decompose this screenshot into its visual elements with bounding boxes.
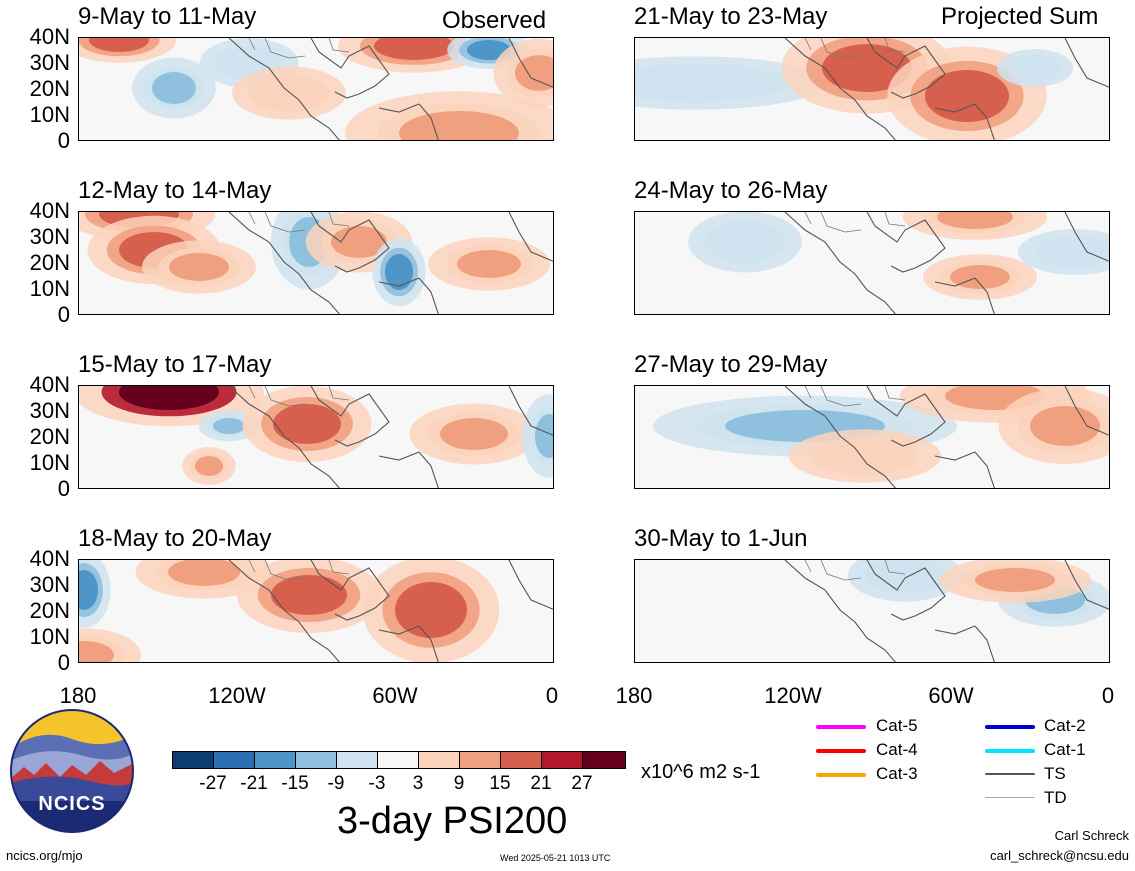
timestamp: Wed 2025-05-21 1013 UTC bbox=[500, 853, 611, 863]
legend-line-cat4 bbox=[816, 749, 866, 753]
colorbar-units: x10^6 m2 s-1 bbox=[641, 761, 761, 783]
colorbar-swatch bbox=[377, 751, 419, 769]
y-tick-label: 0 bbox=[57, 128, 70, 153]
colorbar-swatch bbox=[213, 751, 255, 769]
x-tick-label: 120W bbox=[764, 683, 822, 708]
projected-panel-title: 24-May to 26-May bbox=[634, 177, 828, 204]
logo-text: NCICS bbox=[38, 793, 106, 815]
y-tick-label: 40N bbox=[29, 546, 70, 571]
legend-label-cat5: Cat-5 bbox=[876, 716, 918, 735]
colorbar-swatch bbox=[254, 751, 296, 769]
x-tick-label: 60W bbox=[372, 683, 418, 708]
x-tick-label: 0 bbox=[545, 683, 559, 708]
colorbar-label: -21 bbox=[240, 773, 268, 794]
legend-label-cat4: Cat-4 bbox=[876, 740, 918, 759]
x-tick-label: 180 bbox=[615, 683, 653, 708]
author-name: Carl Schreck bbox=[1054, 828, 1129, 843]
observed-label: Observed bbox=[442, 7, 547, 34]
y-tick-label: 40N bbox=[29, 24, 70, 49]
observed-panel-title: 9-May to 11-May bbox=[78, 3, 257, 30]
colorbar-swatch bbox=[459, 751, 501, 769]
legend-label-ts: TS bbox=[1044, 764, 1066, 783]
author-email[interactable]: carl_schreck@ncsu.edu bbox=[990, 848, 1129, 863]
y-tick-label: 10N bbox=[29, 450, 70, 475]
colorbar-label: -9 bbox=[327, 773, 345, 794]
x-tick-label: 60W bbox=[928, 683, 974, 708]
legend-label-cat1: Cat-1 bbox=[1044, 740, 1086, 759]
psi-map-panel bbox=[634, 37, 1110, 141]
psi-map-panel bbox=[78, 385, 554, 489]
y-tick-label: 20N bbox=[29, 76, 70, 101]
legend-label-td: TD bbox=[1044, 788, 1067, 807]
y-tick-label: 20N bbox=[29, 598, 70, 623]
y-tick-label: 0 bbox=[57, 302, 70, 327]
psi-map-panel bbox=[78, 559, 554, 663]
projected-panel-title: 27-May to 29-May bbox=[634, 351, 828, 378]
x-tick-label: 180 bbox=[59, 683, 97, 708]
legend-line-cat5 bbox=[816, 725, 866, 729]
y-tick-label: 0 bbox=[57, 476, 70, 501]
colorbar bbox=[172, 751, 626, 769]
colorbar-label: 15 bbox=[489, 773, 511, 794]
colorbar-label: -27 bbox=[199, 773, 227, 794]
colorbar-swatch bbox=[541, 751, 583, 769]
legend-line-td bbox=[985, 797, 1035, 798]
legend-line-cat3 bbox=[816, 773, 866, 777]
ncics-logo: NCICS bbox=[10, 709, 134, 833]
psi-map-panel bbox=[634, 211, 1110, 315]
projected-panel-title: 21-May to 23-May bbox=[634, 3, 828, 30]
y-tick-label: 30N bbox=[29, 224, 70, 249]
colorbar-label: 27 bbox=[571, 773, 593, 794]
y-tick-label: 30N bbox=[29, 50, 70, 75]
psi-map-panel bbox=[78, 37, 554, 141]
colorbar-swatch bbox=[172, 751, 214, 769]
observed-panel-title: 18-May to 20-May bbox=[78, 525, 272, 552]
y-tick-label: 0 bbox=[57, 650, 70, 675]
y-tick-label: 20N bbox=[29, 424, 70, 449]
colorbar-label: 3 bbox=[412, 773, 424, 794]
colorbar-label: 21 bbox=[530, 773, 552, 794]
colorbar-label: -15 bbox=[281, 773, 309, 794]
observed-panel-title: 15-May to 17-May bbox=[78, 351, 272, 378]
colorbar-swatch bbox=[295, 751, 337, 769]
colorbar-swatch bbox=[582, 751, 626, 769]
colorbar-swatch bbox=[336, 751, 378, 769]
y-tick-label: 30N bbox=[29, 572, 70, 597]
y-tick-label: 10N bbox=[29, 276, 70, 301]
legend-label-cat3: Cat-3 bbox=[876, 764, 918, 783]
colorbar-swatch bbox=[500, 751, 542, 769]
projected-label: Projected Sum bbox=[941, 3, 1099, 30]
website-link[interactable]: ncics.org/mjo bbox=[6, 848, 83, 863]
colorbar-swatch bbox=[418, 751, 460, 769]
colorbar-label: -3 bbox=[368, 773, 386, 794]
legend-label-cat2: Cat-2 bbox=[1044, 716, 1086, 735]
y-tick-label: 20N bbox=[29, 250, 70, 275]
observed-panel-title: 12-May to 14-May bbox=[78, 177, 272, 204]
y-tick-label: 40N bbox=[29, 372, 70, 397]
projected-panel-title: 30-May to 1-Jun bbox=[634, 525, 808, 552]
y-tick-label: 10N bbox=[29, 624, 70, 649]
psi-map-panel bbox=[78, 211, 554, 315]
psi-map-panel bbox=[634, 559, 1110, 663]
plot-title: 3-day PSI200 bbox=[337, 800, 568, 842]
colorbar-label: 9 bbox=[453, 773, 465, 794]
legend-line-cat2 bbox=[985, 725, 1035, 729]
x-tick-label: 0 bbox=[1101, 683, 1115, 708]
x-tick-label: 120W bbox=[208, 683, 266, 708]
psi-map-panel bbox=[634, 385, 1110, 489]
y-tick-label: 10N bbox=[29, 102, 70, 127]
y-tick-label: 40N bbox=[29, 198, 70, 223]
legend-line-cat1 bbox=[985, 749, 1035, 753]
legend-line-ts bbox=[985, 773, 1035, 775]
y-tick-label: 30N bbox=[29, 398, 70, 423]
